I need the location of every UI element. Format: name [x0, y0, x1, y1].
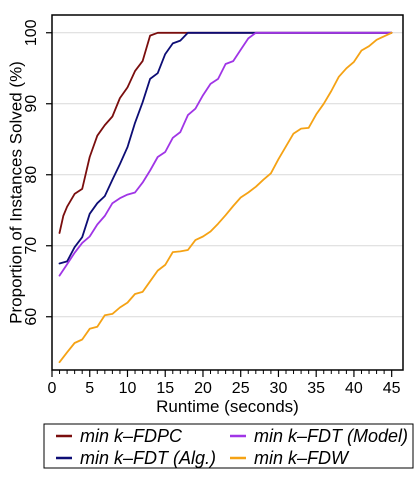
x-tick-label: 40 [345, 380, 363, 397]
x-axis-title: Runtime (seconds) [156, 397, 299, 416]
x-tick-label: 10 [119, 380, 137, 397]
series-line-0 [58, 31, 393, 234]
legend: min k–FDPC min k–FDT (Model) min k–FDT (Al… [43, 423, 414, 469]
legend-frame [43, 423, 414, 469]
legend-label-3: min k–FDW [254, 448, 350, 468]
x-tick-label: 0 [48, 380, 57, 397]
series-layer [58, 31, 393, 364]
y-tick-label: 70 [23, 237, 40, 255]
x-tick-label: 30 [270, 380, 288, 397]
legend-label-0: min k–FDPC [80, 426, 183, 446]
x-tick-label: 25 [232, 380, 250, 397]
tick-layer: 60 70 80 90 100 0 5 10 15 20 25 30 35 40 45 [23, 19, 401, 397]
legend-label-1: min k–FDT (Alg.) [80, 448, 216, 468]
x-tick-label: 5 [85, 380, 94, 397]
grid-layer [52, 32, 403, 318]
legend-label-2: min k–FDT (Model) [254, 426, 408, 446]
series-line-3 [58, 31, 393, 364]
series-line-1 [58, 31, 393, 265]
y-tick-label: 100 [23, 19, 40, 46]
y-tick-label: 80 [23, 166, 40, 184]
y-axis-title: Proportion of Instances Solved (%) [6, 61, 25, 324]
x-tick-label: 35 [307, 380, 325, 397]
y-tick-label: 90 [23, 95, 40, 113]
x-tick-label: 45 [383, 380, 401, 397]
x-tick-label: 20 [194, 380, 212, 397]
series-line-2 [58, 31, 393, 277]
plot-frame [51, 14, 404, 371]
y-tick-label: 60 [23, 308, 40, 326]
x-tick-label: 15 [156, 380, 174, 397]
